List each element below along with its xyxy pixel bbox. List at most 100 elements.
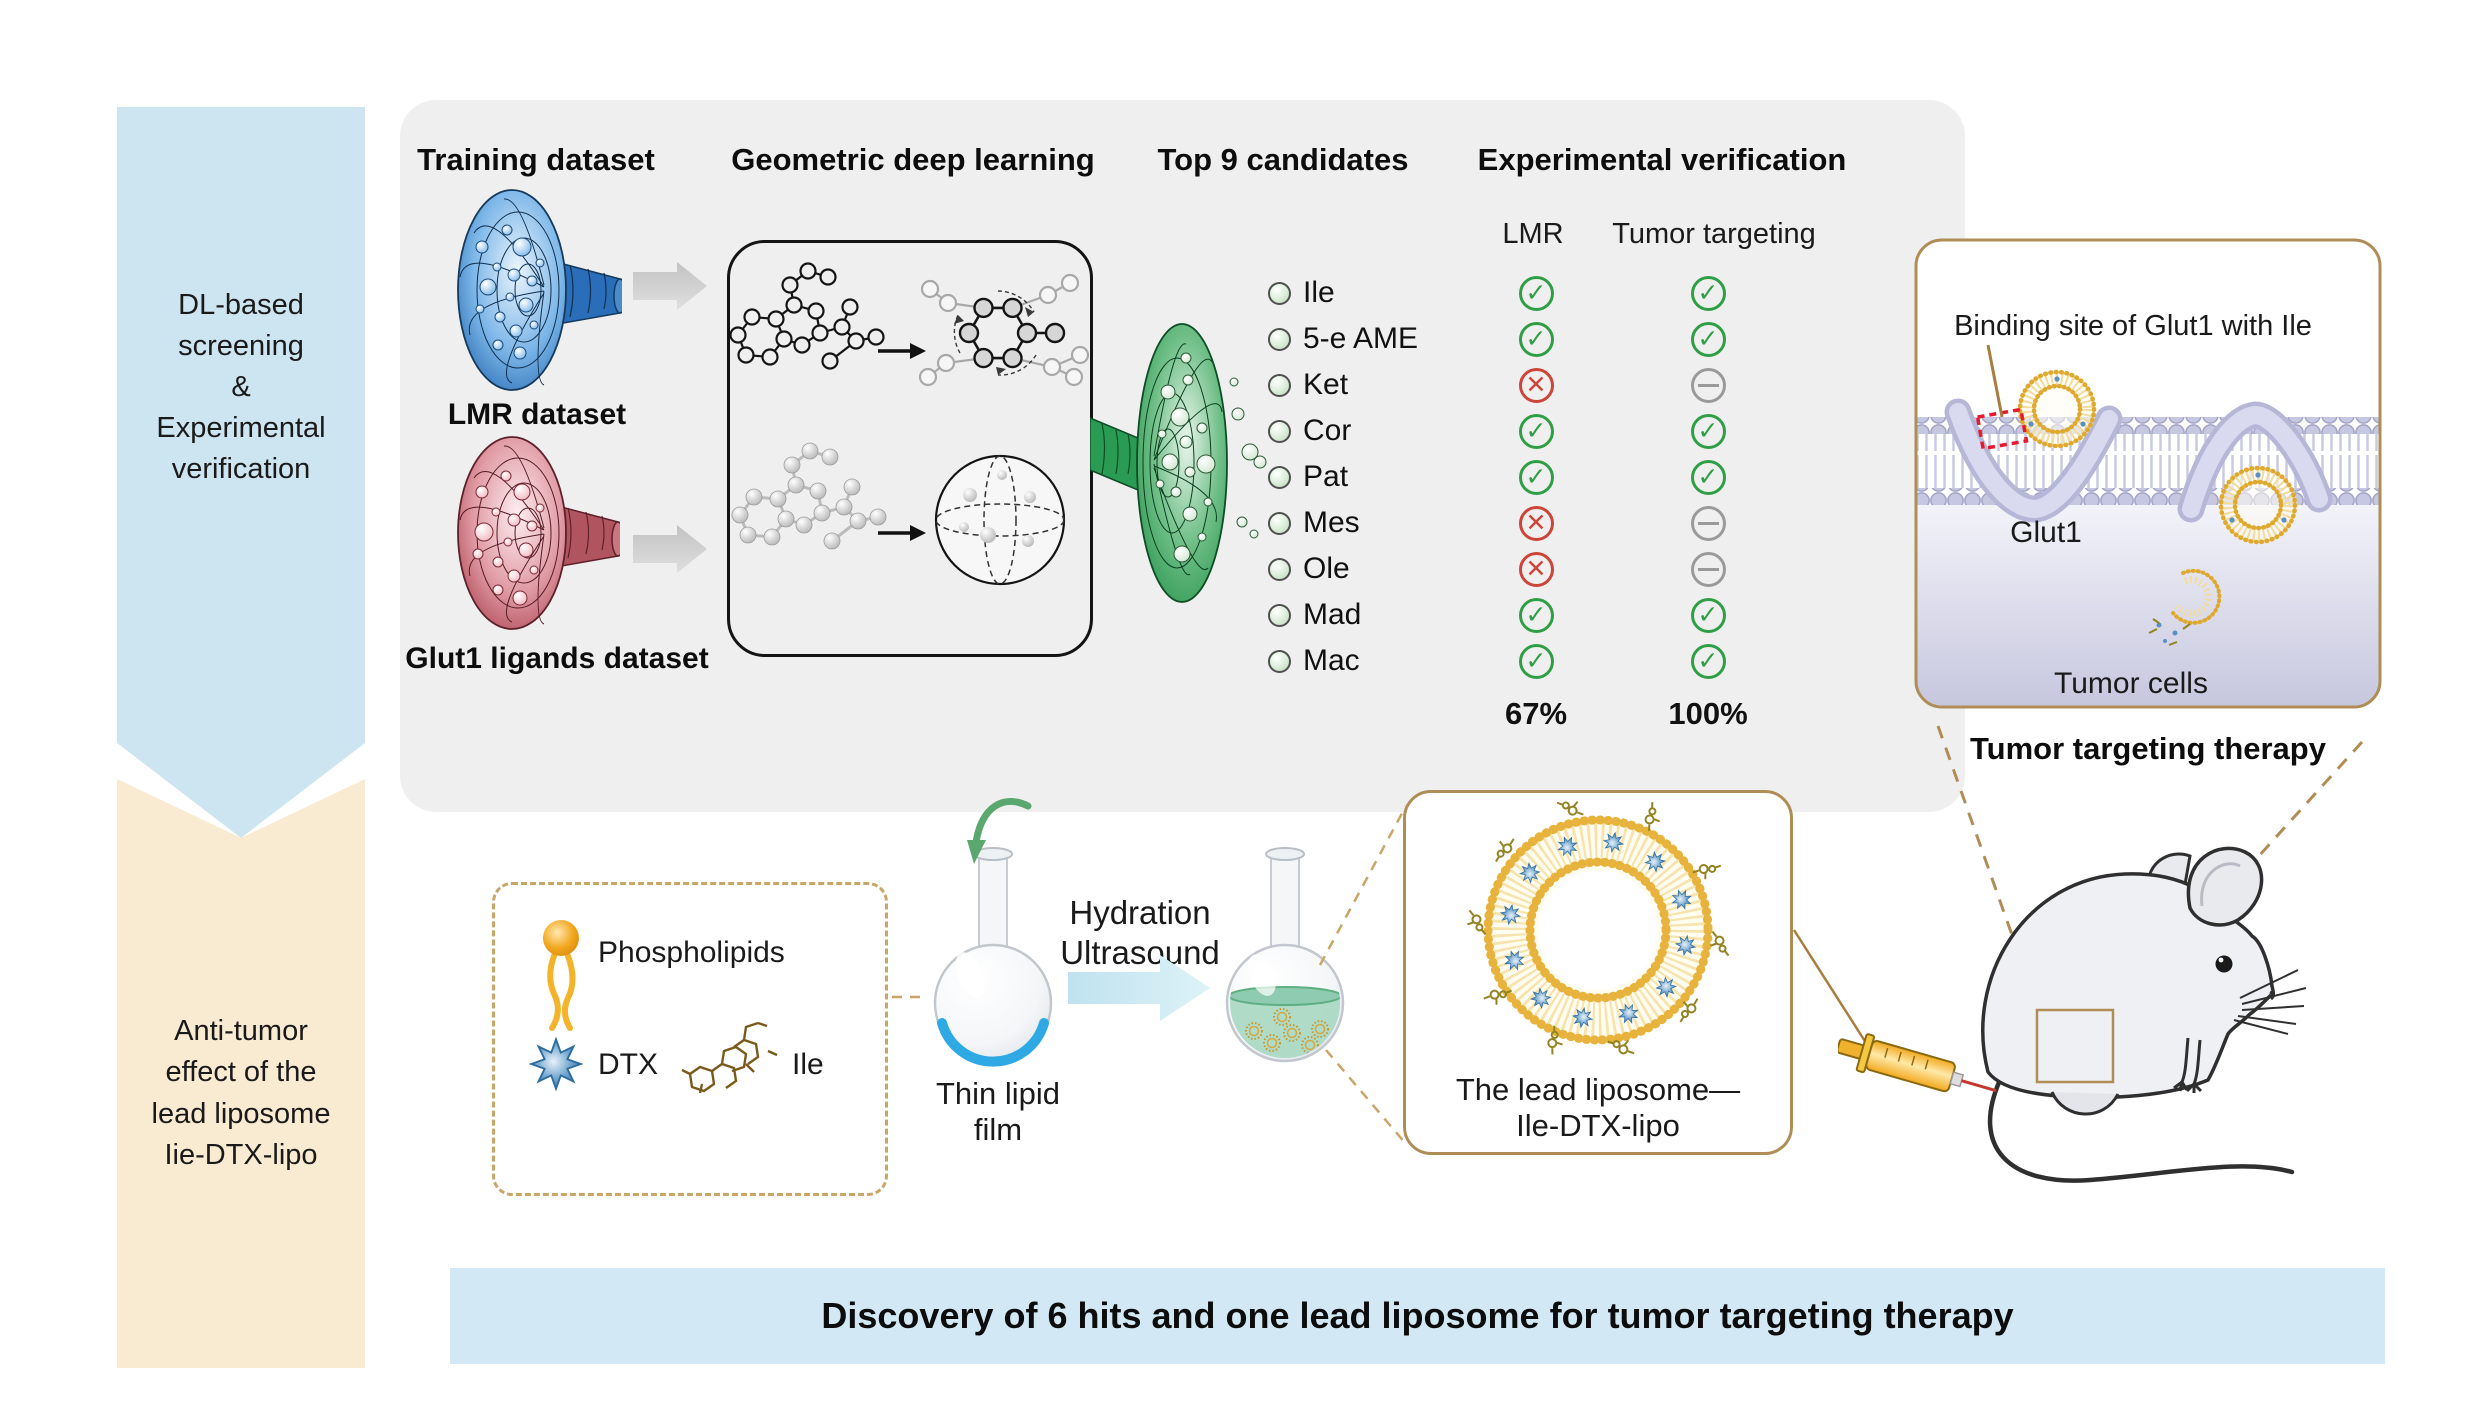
ile-molecule-icon bbox=[681, 1021, 778, 1094]
stage-banner-dl-screening: DL-based screening & Experimental verifi… bbox=[117, 107, 365, 838]
liposome-components-box bbox=[492, 882, 888, 1196]
glut1-protein bbox=[2177, 401, 2333, 523]
glut1-protein bbox=[1944, 398, 2123, 523]
check-circle-icon: ✓ bbox=[1690, 275, 1726, 311]
lead-liposome-label: The lead liposome— Ile-DTX-lipo bbox=[1455, 1072, 1741, 1143]
check-circle-icon: ✓ bbox=[1690, 321, 1726, 357]
candidate-name: Mac bbox=[1303, 644, 1360, 677]
candidate-row: Ole bbox=[1268, 546, 1418, 592]
glut1-dataset-funnel bbox=[457, 436, 620, 630]
process-label: Hydration Ultrasound bbox=[1060, 894, 1220, 972]
tumor-marks-column: ✓ ✓ ✓ ✓ ✓ ✓ bbox=[1688, 270, 1728, 684]
candidate-row: Mac bbox=[1268, 638, 1418, 684]
molecule-bullet-icon bbox=[1268, 465, 1291, 489]
process-arrow-icon bbox=[1068, 955, 1210, 1021]
conclusion-text: Discovery of 6 hits and one lead liposom… bbox=[821, 1295, 2014, 1336]
molecular-graph-3d bbox=[731, 442, 887, 550]
molecule-bullet-icon bbox=[1268, 649, 1291, 673]
check-circle-icon: ✓ bbox=[1690, 459, 1726, 495]
candidate-row: Ile bbox=[1268, 270, 1418, 316]
check-circle-icon: ✓ bbox=[1690, 413, 1726, 449]
arrow-icon bbox=[878, 525, 926, 541]
mouse-ear bbox=[2186, 846, 2264, 927]
candidate-name: Cor bbox=[1303, 414, 1352, 447]
flow-arrow-icon bbox=[633, 525, 707, 573]
mouse-whiskers bbox=[2233, 969, 2307, 1035]
stage2-label: Anti-tumor effect of the lead liposome I… bbox=[151, 1015, 331, 1171]
minus-circle-icon bbox=[1690, 551, 1726, 587]
check-circle-icon: ✓ bbox=[1518, 643, 1554, 679]
membrane-outer-leaflet bbox=[1916, 417, 2380, 434]
candidate-name: 5-e AME bbox=[1303, 322, 1419, 355]
ile-label: Ile bbox=[792, 1048, 824, 1081]
syringe-icon bbox=[1838, 1033, 1997, 1093]
cross-circle-icon: ✕ bbox=[1518, 505, 1554, 541]
mouse-tail bbox=[1987, 1077, 2295, 1183]
check-circle-icon: ✓ bbox=[1518, 459, 1554, 495]
minus-circle-icon bbox=[1690, 505, 1726, 541]
lipid-film bbox=[937, 1018, 1049, 1067]
molecule-bullet-icon bbox=[1268, 327, 1291, 351]
liposome-at-binding-site bbox=[2018, 370, 2096, 448]
candidate-row: Pat bbox=[1268, 454, 1418, 500]
candidate-row: 5-e AME bbox=[1268, 316, 1418, 362]
candidate-row: Cor bbox=[1268, 408, 1418, 454]
binding-site-title: Binding site of Glut1 with Ile bbox=[1954, 310, 2312, 342]
add-arrow-icon bbox=[967, 798, 1032, 864]
check-circle-icon: ✓ bbox=[1518, 275, 1554, 311]
candidate-name: Mad bbox=[1303, 598, 1362, 631]
candidate-name: Ile bbox=[1303, 276, 1335, 309]
thin-lipid-film-label: Thin lipid film bbox=[935, 1076, 1061, 1147]
lmr-marks-column: ✓ ✓ ✕ ✓ ✓ ✕ ✕ ✓ ✓ bbox=[1516, 270, 1556, 684]
dtx-icon bbox=[530, 1038, 582, 1090]
phospholipids-label: Phospholipids bbox=[598, 936, 785, 969]
liposome-internalized bbox=[2219, 466, 2297, 544]
tumor-cells-label: Tumor cells bbox=[2054, 667, 2208, 700]
molecule-bullet-icon bbox=[1268, 511, 1291, 535]
mouse-front-legs bbox=[2173, 1037, 2203, 1093]
glut1-dataset-label: Glut1 ligands dataset bbox=[405, 642, 709, 675]
check-circle-icon: ✓ bbox=[1690, 643, 1726, 679]
lead-liposome-diagram bbox=[1466, 795, 1730, 1063]
candidates-funnel bbox=[1090, 323, 1267, 603]
liposome-liquid bbox=[1230, 986, 1340, 1058]
molecule-bullet-icon bbox=[1268, 603, 1291, 627]
lmr-dataset-funnel bbox=[457, 189, 622, 391]
stage-banner-antitumor: Anti-tumor effect of the lead liposome I… bbox=[117, 779, 365, 1368]
molecule-bullet-icon bbox=[1268, 557, 1291, 581]
binding-site-panel bbox=[1914, 238, 2382, 709]
header-top9-candidates: Top 9 candidates bbox=[1157, 142, 1409, 177]
molecule-bullet-icon bbox=[1268, 419, 1291, 443]
candidate-name: Pat bbox=[1303, 460, 1349, 493]
check-circle-icon: ✓ bbox=[1518, 597, 1554, 633]
cross-circle-icon: ✕ bbox=[1518, 367, 1554, 403]
candidate-row: Mad bbox=[1268, 592, 1418, 638]
candidate-name: Mes bbox=[1303, 506, 1360, 539]
arrow-icon bbox=[878, 343, 926, 359]
mouse-illustration bbox=[1981, 846, 2307, 1183]
minus-circle-icon bbox=[1690, 367, 1726, 403]
column-tumor-targeting: Tumor targeting bbox=[1612, 218, 1816, 250]
liposome-releasing-drug bbox=[2148, 568, 2222, 646]
tumor-zoom-square bbox=[2035, 1008, 2115, 1084]
column-lmr: LMR bbox=[1502, 218, 1564, 250]
header-geometric-deep-learning: Geometric deep learning bbox=[731, 142, 1095, 177]
graph-embedding-ring bbox=[918, 273, 1090, 387]
gdl-model-diagram bbox=[730, 262, 1090, 586]
tumor-bump bbox=[2050, 1091, 2120, 1116]
check-circle-icon: ✓ bbox=[1690, 597, 1726, 633]
lmr-dataset-label: LMR dataset bbox=[447, 398, 627, 431]
flow-arrow-icon bbox=[633, 262, 707, 310]
dtx-label: DTX bbox=[598, 1048, 658, 1081]
conclusion-banner: Discovery of 6 hits and one lead liposom… bbox=[450, 1268, 2385, 1364]
cross-circle-icon: ✕ bbox=[1518, 551, 1554, 587]
candidate-row: Mes bbox=[1268, 500, 1418, 546]
molecular-graph-2d bbox=[730, 262, 885, 370]
binding-site-highlight bbox=[1975, 407, 2029, 451]
flask-thin-lipid-film bbox=[933, 847, 1053, 1067]
stage1-label: DL-based screening & Experimental verifi… bbox=[156, 288, 326, 486]
flask-liposome-suspension bbox=[1225, 847, 1345, 1063]
candidate-name: Ole bbox=[1303, 552, 1350, 585]
candidate-row: Ket bbox=[1268, 362, 1418, 408]
